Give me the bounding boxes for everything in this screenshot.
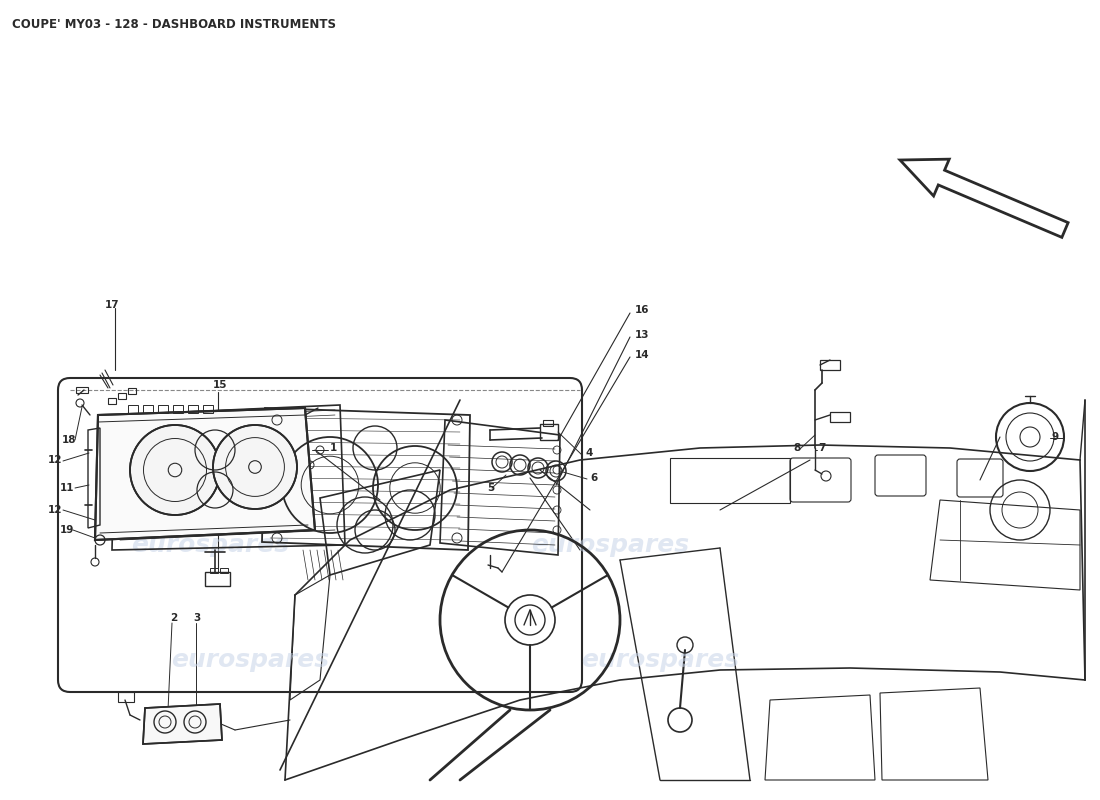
Text: eurospares: eurospares <box>170 648 329 672</box>
Text: 18: 18 <box>62 435 77 445</box>
Bar <box>145 470 157 480</box>
Text: 2: 2 <box>170 613 177 623</box>
Text: 19: 19 <box>60 525 75 535</box>
Bar <box>108 398 115 404</box>
Text: 12: 12 <box>48 505 63 515</box>
Text: COUPE' MY03 - 128 - DASHBOARD INSTRUMENTS: COUPE' MY03 - 128 - DASHBOARD INSTRUMENT… <box>12 18 336 31</box>
Bar <box>670 458 790 503</box>
Text: 11: 11 <box>60 483 75 493</box>
Text: 17: 17 <box>104 300 120 310</box>
Bar <box>118 393 127 399</box>
Text: 12: 12 <box>48 455 63 465</box>
Bar <box>145 445 157 455</box>
Text: 15: 15 <box>213 380 228 390</box>
Text: 13: 13 <box>635 330 649 340</box>
Bar <box>543 420 553 426</box>
Bar <box>128 388 136 394</box>
FancyBboxPatch shape <box>58 378 582 692</box>
Circle shape <box>213 425 297 509</box>
Text: 9: 9 <box>1052 432 1059 442</box>
Bar <box>165 445 177 455</box>
Bar <box>128 405 138 413</box>
Bar <box>830 412 850 422</box>
Text: eurospares: eurospares <box>531 533 689 557</box>
Bar <box>210 568 218 573</box>
Text: 4: 4 <box>585 448 593 458</box>
Text: 3: 3 <box>192 613 200 623</box>
Bar <box>165 470 177 480</box>
Text: 7: 7 <box>818 443 825 453</box>
Text: 14: 14 <box>635 350 650 360</box>
Text: 1: 1 <box>330 443 338 453</box>
Text: 16: 16 <box>635 305 649 315</box>
Bar <box>188 405 198 413</box>
Bar <box>540 424 558 440</box>
Bar <box>76 387 88 393</box>
Polygon shape <box>95 408 315 540</box>
Text: eurospares: eurospares <box>581 648 739 672</box>
Bar <box>205 572 230 586</box>
Bar <box>820 360 840 370</box>
Bar <box>173 405 183 413</box>
Text: 8: 8 <box>793 443 801 453</box>
Text: eurospares: eurospares <box>131 533 289 557</box>
Bar <box>158 405 168 413</box>
Bar <box>118 692 134 702</box>
Bar <box>143 405 153 413</box>
Bar <box>185 445 197 455</box>
Circle shape <box>130 425 220 515</box>
Polygon shape <box>143 704 222 744</box>
Bar <box>204 405 213 413</box>
Text: 5: 5 <box>487 483 494 493</box>
Text: 6: 6 <box>590 473 597 483</box>
Text: 10: 10 <box>191 435 206 445</box>
Bar <box>220 568 228 573</box>
